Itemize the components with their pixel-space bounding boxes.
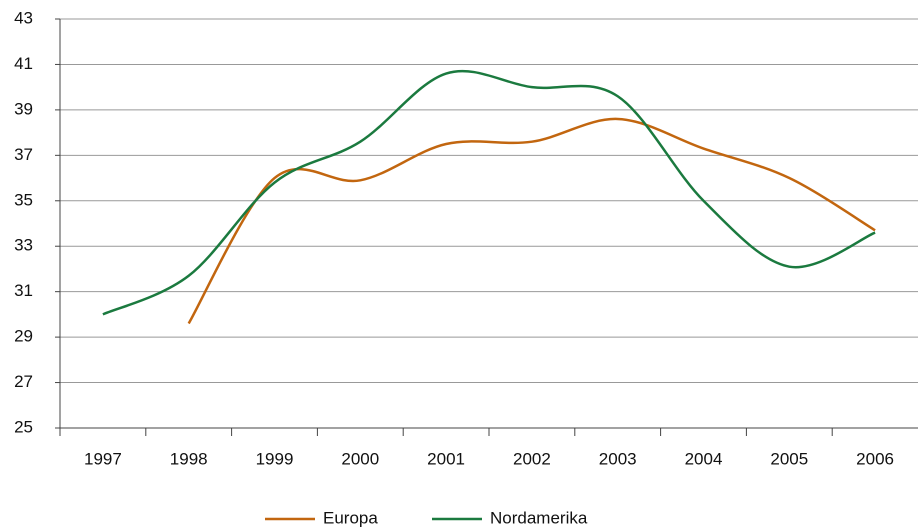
y-tick-label: 29 <box>14 327 33 346</box>
y-tick-label: 31 <box>14 281 33 300</box>
x-tick-label: 2002 <box>513 449 551 468</box>
y-tick-label: 39 <box>14 99 33 118</box>
y-tick-label: 43 <box>14 8 33 27</box>
y-tick-label: 33 <box>14 236 33 255</box>
x-tick-label: 2006 <box>856 449 894 468</box>
y-tick-label: 35 <box>14 190 33 209</box>
x-tick-label: 1997 <box>84 449 122 468</box>
x-tick-label: 2004 <box>685 449 723 468</box>
y-tick-label: 37 <box>14 145 33 164</box>
x-tick-label: 2003 <box>599 449 637 468</box>
y-tick-label: 25 <box>14 417 33 436</box>
line-series <box>102 69 876 316</box>
y-tick-label: 41 <box>14 54 33 73</box>
y-tick-label: 27 <box>14 372 33 391</box>
x-tick-label: 2005 <box>770 449 808 468</box>
x-tick-label: 2000 <box>341 449 379 468</box>
x-tick-label: 2001 <box>427 449 465 468</box>
line-series <box>187 117 876 325</box>
legend-label: Europa <box>323 508 378 527</box>
x-tick-label: 1999 <box>256 449 294 468</box>
x-tick-label: 1998 <box>170 449 208 468</box>
legend-label: Nordamerika <box>490 508 588 527</box>
